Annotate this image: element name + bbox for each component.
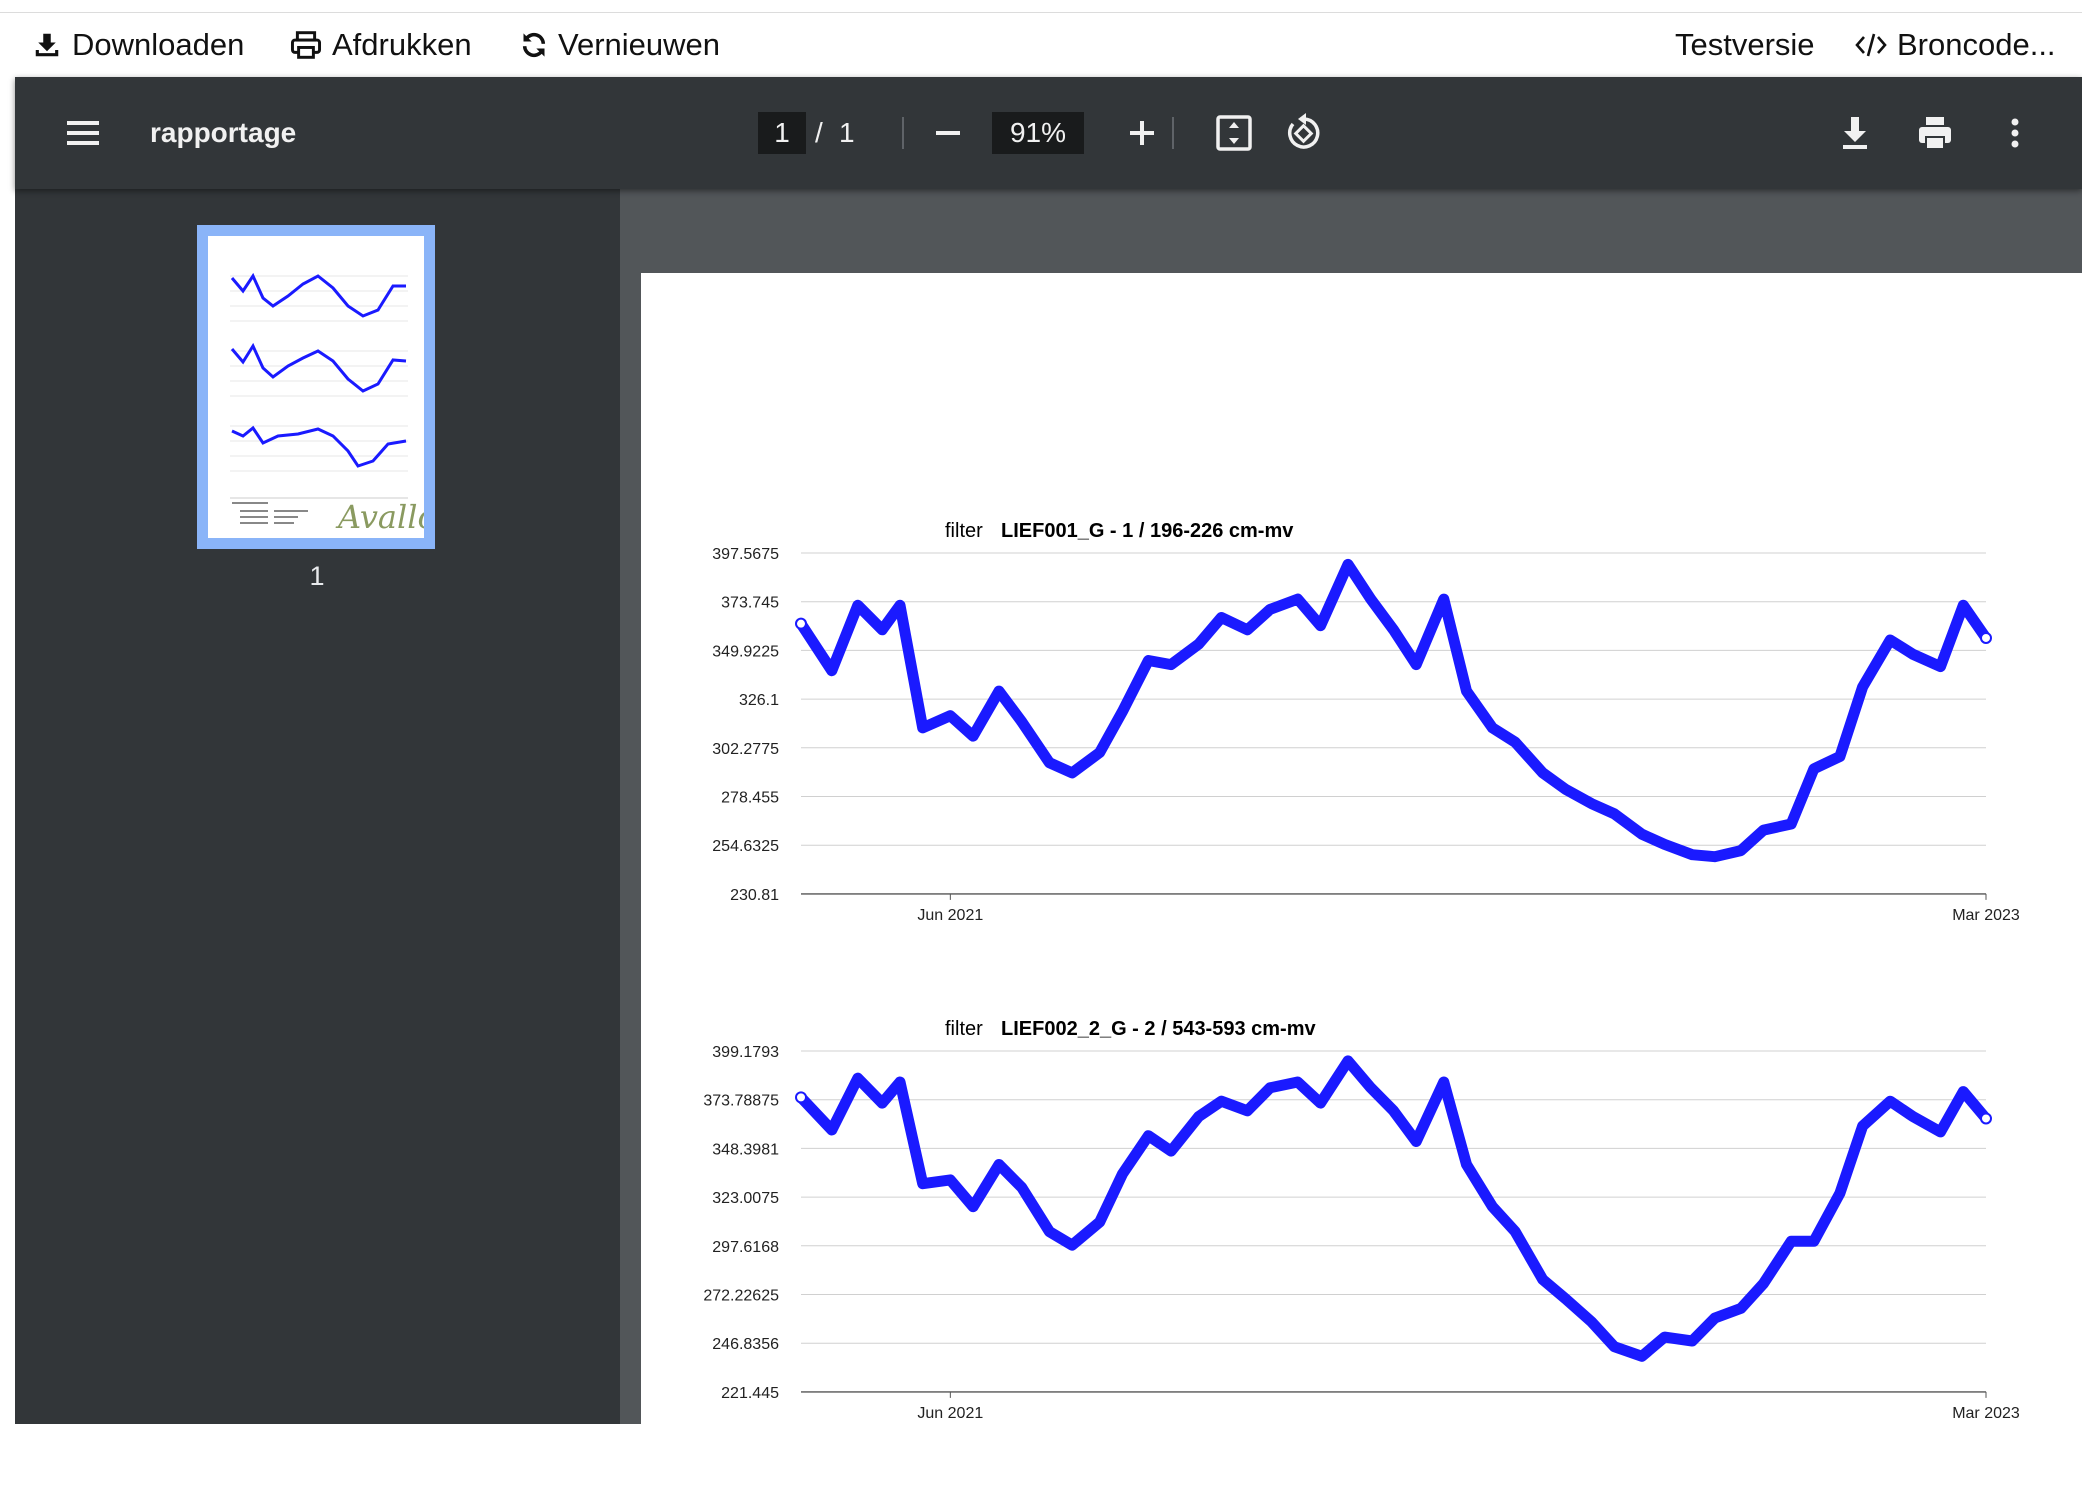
page-total: 1 — [839, 117, 855, 148]
y-tick-label: 302.2775 — [712, 741, 779, 758]
refresh-button[interactable]: Vernieuwen — [520, 13, 720, 77]
y-tick-label: 254.6325 — [712, 838, 779, 855]
y-tick-label: 397.5675 — [712, 546, 779, 563]
printer-icon — [290, 31, 322, 59]
report-charts: filter LIEF001_G - 1 / 196-226 cm-mv 397.5… — [703, 520, 2020, 1422]
refresh-icon — [522, 32, 546, 58]
page-number-input[interactable]: 1 — [758, 112, 806, 154]
x-tick-label: Jun 2021 — [917, 1405, 983, 1422]
pdf-print-icon[interactable] — [1911, 109, 1959, 157]
fit-page-icon[interactable] — [1210, 109, 1258, 157]
zoom-in-icon[interactable] — [1118, 109, 1166, 157]
chart-title-prefix: filter — [945, 1018, 983, 1040]
y-tick-label: 326.1 — [739, 692, 779, 709]
x-tick-label: Mar 2023 — [1952, 1405, 2020, 1422]
chart-title: LIEF002_2_G - 2 / 543-593 cm-mv — [1001, 1018, 1316, 1040]
refresh-label: Vernieuwen — [558, 27, 721, 62]
y-tick-label: 348.3981 — [712, 1141, 779, 1158]
app-toolbar: Downloaden Afdrukken Vernieuwen Testvers… — [0, 13, 2082, 77]
data-point — [1980, 631, 1992, 644]
thumbnail-signature: Avallo — [335, 498, 424, 536]
thumbnail-page-number: 1 — [309, 561, 325, 591]
test-version-button[interactable]: Testversie — [1675, 13, 1815, 77]
window-top-edge — [0, 0, 2082, 13]
pdf-download-icon[interactable] — [1831, 109, 1879, 157]
pdf-viewer-toolbar: rapportage 1 / 1 91% — [15, 77, 2082, 189]
download-icon — [35, 33, 59, 57]
y-tick-label: 323.0075 — [712, 1190, 779, 1207]
series-line — [795, 558, 1992, 863]
source-code-label: Broncode... — [1897, 27, 2056, 62]
thumbnail-page-preview: Avallo — [208, 236, 424, 538]
y-tick-label: 373.78875 — [703, 1093, 779, 1110]
hamburger-menu-icon[interactable] — [63, 113, 103, 153]
download-button[interactable]: Downloaden — [32, 13, 244, 77]
source-code-button[interactable]: Broncode... — [1855, 13, 2056, 77]
page-thumbnail[interactable]: Avallo — [197, 225, 435, 549]
y-tick-label: 230.81 — [730, 887, 779, 904]
print-button[interactable]: Afdrukken — [290, 13, 472, 77]
zoom-level-input[interactable]: 91% — [992, 112, 1084, 154]
data-point — [1980, 1112, 1992, 1125]
print-label: Afdrukken — [332, 27, 472, 62]
page-separator: / — [815, 117, 823, 148]
thumbnail-sidebar: Avallo 1 — [15, 189, 620, 1424]
x-tick-label: Mar 2023 — [1952, 907, 2020, 924]
toolbar-divider — [1172, 117, 1174, 149]
chart-title-prefix: filter — [945, 520, 983, 542]
pdf-viewer: rapportage 1 / 1 91% — [15, 77, 2082, 1501]
document-title: rapportage — [150, 117, 297, 148]
test-version-label: Testversie — [1675, 27, 1815, 62]
y-tick-label: 399.1793 — [712, 1044, 779, 1061]
y-tick-label: 373.745 — [721, 595, 779, 612]
pdf-page: filter LIEF001_G - 1 / 196-226 cm-mv 397.5… — [641, 273, 2082, 1501]
y-tick-label: 272.22625 — [703, 1288, 779, 1305]
download-label: Downloaden — [72, 27, 245, 62]
y-tick-label: 246.8356 — [712, 1336, 779, 1353]
y-tick-label: 297.6168 — [712, 1239, 779, 1256]
y-tick-label: 278.455 — [721, 790, 779, 807]
rotate-icon[interactable] — [1279, 109, 1327, 157]
thumbnail-preview-graphic: Avallo — [230, 272, 424, 536]
code-icon — [1855, 33, 1887, 57]
y-tick-label: 349.9225 — [712, 643, 779, 660]
data-point — [795, 617, 807, 630]
data-point — [795, 1091, 807, 1104]
series-line — [795, 1055, 1992, 1362]
more-vert-icon[interactable] — [1991, 109, 2039, 157]
y-tick-label: 221.445 — [721, 1385, 779, 1402]
zoom-out-icon[interactable] — [924, 109, 972, 157]
toolbar-divider — [902, 117, 904, 149]
x-tick-label: Jun 2021 — [917, 907, 983, 924]
chart-title: LIEF001_G - 1 / 196-226 cm-mv — [1001, 520, 1294, 542]
